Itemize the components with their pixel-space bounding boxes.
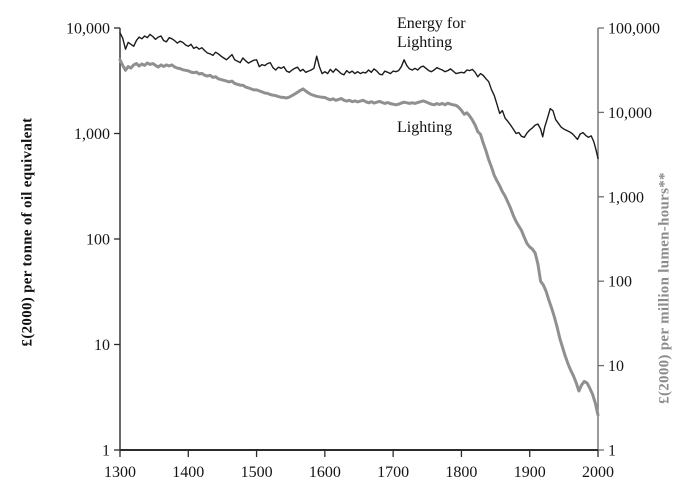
right-axis-tick-label: 1 [608, 443, 616, 460]
left-axis-tick-label: 1 [102, 443, 110, 460]
series-line-energy-for-lighting [119, 32, 599, 160]
left-axis-tick-label: 100 [86, 232, 110, 249]
x-axis-tick-label: 1900 [514, 464, 546, 481]
left-axis-tick-label: 10 [94, 337, 110, 354]
x-axis-tick-label: 2000 [582, 464, 614, 481]
series-label-energy-line1: Energy for [397, 15, 466, 32]
x-axis-tick-label: 1500 [241, 464, 273, 481]
right-axis-tick-label: 100,000 [608, 21, 660, 38]
right-axis-tick-label: 10,000 [608, 105, 652, 122]
x-axis-tick-label: 1300 [104, 464, 136, 481]
x-axis-tick-label: 1600 [309, 464, 341, 481]
series-line-lighting [118, 58, 600, 417]
left-axis-tick-label: 1,000 [74, 126, 110, 143]
right-axis-tick-label: 1,000 [608, 189, 644, 206]
right-axis-title: £(2000) per million lumen-hours** [656, 172, 673, 404]
series-label-energy-line2: Lighting [397, 34, 453, 51]
series-label-lighting: Lighting [397, 119, 453, 136]
right-axis-tick-label: 100 [608, 274, 632, 291]
left-axis-tick-label: 10,000 [66, 21, 110, 38]
left-axis-title: £(2000) per tonne of oil equivalent [19, 117, 36, 347]
right-axis-tick-label: 10 [608, 358, 624, 375]
x-axis-tick-label: 1400 [172, 464, 204, 481]
series-label-energy-for-lighting: Energy for Lighting [397, 14, 466, 52]
x-axis-tick-label: 1700 [377, 464, 409, 481]
x-axis-tick-label: 1800 [445, 464, 477, 481]
